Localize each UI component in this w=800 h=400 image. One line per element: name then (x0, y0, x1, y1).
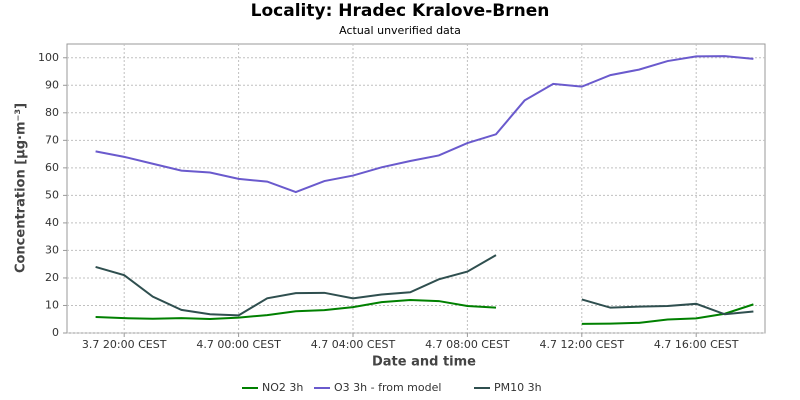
series-line (95, 55, 754, 194)
y-tick-label: 0 (52, 326, 59, 339)
x-tick-label: 3.7 20:00 CEST (82, 338, 167, 351)
y-tick-label: 30 (45, 243, 59, 256)
x-tick-label: 4.7 12:00 CEST (540, 338, 625, 351)
x-tick-label: 4.7 00:00 CEST (196, 338, 281, 351)
chart-title: Locality: Hradec Kralove-Brnen (251, 1, 550, 21)
legend-label: PM10 3h (494, 381, 542, 394)
y-tick-label: 20 (45, 271, 59, 284)
y-tick-label: 70 (45, 133, 59, 146)
x-tick-label: 4.7 04:00 CEST (311, 338, 396, 351)
y-tick-label: 100 (38, 51, 59, 64)
plot-area (66, 43, 766, 334)
chart-subtitle: Actual unverified data (339, 24, 461, 37)
series-line (95, 254, 754, 317)
y-tick-label: 80 (45, 106, 59, 119)
y-tick-label: 10 (45, 298, 59, 311)
y-tick-label: 60 (45, 161, 59, 174)
x-tick-label: 4.7 08:00 CEST (425, 338, 510, 351)
y-axis-label: Concentration [µg·m⁻³] (14, 103, 29, 273)
legend-label: NO2 3h (262, 381, 303, 394)
y-tick-label: 90 (45, 78, 59, 91)
y-tick-label: 50 (45, 188, 59, 201)
y-tick-label: 40 (45, 216, 59, 229)
x-axis-label: Date and time (372, 355, 476, 370)
x-tick-label: 4.7 16:00 CEST (654, 338, 739, 351)
legend-label: O3 3h - from model (334, 381, 441, 394)
